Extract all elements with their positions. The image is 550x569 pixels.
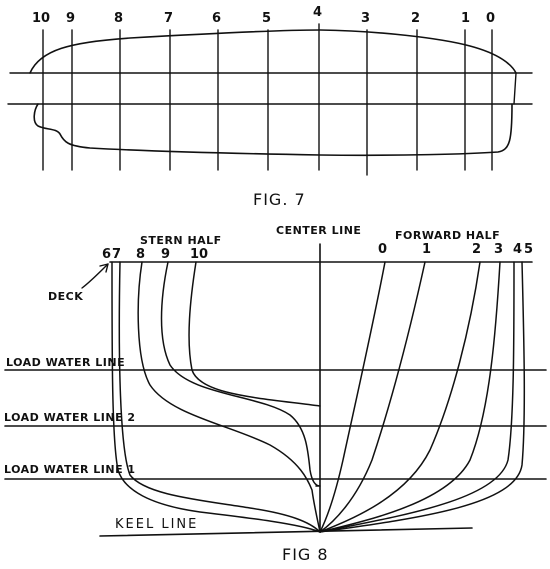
fig7-label-4: 4	[313, 5, 322, 20]
fig8-section-6	[111, 261, 321, 533]
fig7-keel-profile	[33, 103, 513, 157]
fig7-profile: 10 9 8 7 6 5 4 3 2 1 0 FIG. 7	[7, 5, 533, 209]
fig7-label-2: 2	[411, 11, 420, 26]
fig8-label-6: 6	[102, 247, 111, 262]
fig8-caption: FIG 8	[282, 545, 329, 564]
fig8-stern-half-label: STERN HALF	[140, 234, 222, 247]
fig8-section-7	[118, 261, 321, 533]
fig7-label-9: 9	[66, 11, 75, 26]
fig7-caption: FIG. 7	[253, 190, 306, 209]
fig8-forward-half-label: FORWARD HALF	[395, 229, 500, 242]
fig7-label-5: 5	[262, 11, 271, 26]
fig8-section-5	[319, 261, 526, 533]
fig8-center-line-label: CENTER LINE	[276, 224, 361, 237]
fig8-section-3	[319, 261, 501, 533]
fig7-label-8: 8	[114, 11, 123, 26]
fig8-lwl-label: LOAD WATER LINE	[6, 356, 125, 369]
fig8-keel-line	[99, 527, 473, 537]
fig8-label-1: 1	[422, 242, 431, 257]
fig7-label-0: 0	[486, 11, 495, 26]
fig7-label-1: 1	[461, 11, 470, 26]
fig8-lwl2-label: LOAD WATER LINE 2	[4, 411, 136, 424]
fig7-label-10: 10	[32, 11, 50, 26]
fig8-body-plan: STERN HALF CENTER LINE FORWARD HALF 6 7 …	[4, 224, 547, 564]
fig8-section-8	[137, 261, 321, 533]
fig7-sheer-line	[29, 29, 517, 74]
fig8-deck-arrowhead	[99, 263, 109, 273]
fig8-label-7: 7	[112, 247, 121, 262]
fig8-label-9: 9	[161, 247, 170, 262]
fig8-section-9	[160, 261, 321, 487]
fig8-label-2: 2	[472, 242, 481, 257]
fig8-label-0: 0	[378, 242, 387, 257]
fig8-deck-label: DECK	[48, 290, 83, 303]
fig7-label-7: 7	[164, 11, 173, 26]
fig8-section-0	[319, 261, 386, 533]
fig7-label-3: 3	[361, 11, 370, 26]
fig8-label-3: 3	[494, 242, 503, 257]
fig8-label-4: 4	[513, 242, 522, 257]
fig8-label-10: 10	[190, 247, 208, 262]
fig7-label-6: 6	[212, 11, 221, 26]
fig8-section-2	[319, 261, 481, 533]
fig8-keel-label: KEEL LINE	[115, 517, 198, 532]
fig8-section-10	[188, 261, 321, 407]
fig8-section-4	[319, 261, 515, 533]
fig8-label-5: 5	[524, 242, 533, 257]
fig8-label-8: 8	[136, 247, 145, 262]
fig8-deck-arrow	[81, 263, 109, 289]
fig7-stem	[513, 72, 517, 105]
fig8-lwl1-label: LOAD WATER LINE 1	[4, 463, 136, 476]
fig8-section-1	[319, 261, 426, 533]
